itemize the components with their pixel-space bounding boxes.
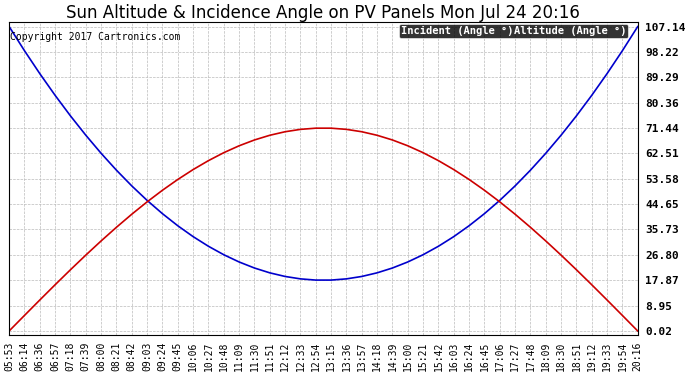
Legend: Incident (Angle °), Altitude (Angle °): Incident (Angle °), Altitude (Angle °) xyxy=(399,24,629,38)
Text: Copyright 2017 Cartronics.com: Copyright 2017 Cartronics.com xyxy=(10,32,181,42)
Title: Sun Altitude & Incidence Angle on PV Panels Mon Jul 24 20:16: Sun Altitude & Incidence Angle on PV Pan… xyxy=(66,4,580,22)
